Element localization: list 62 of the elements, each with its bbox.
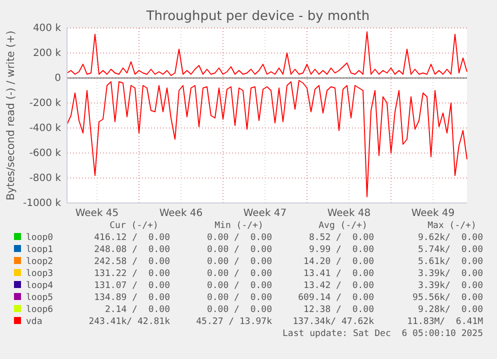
text: 137.34k/ 47.62k <box>292 317 375 327</box>
text: 9.28k/ 0.00 <box>418 305 483 315</box>
text: 13.42 / 0.00 <box>304 281 374 291</box>
text: 2.14 / 0.00 <box>104 305 170 315</box>
y-tick-label: -800 k <box>29 173 62 184</box>
text: Last update: Sat Dec 6 05:00:10 2025 <box>282 329 483 339</box>
y-tick-label: -600 k <box>29 148 62 160</box>
text: 0.00 / 0.00 <box>206 281 272 291</box>
legend-label: loop1 <box>26 245 54 255</box>
text: Max (-/+) <box>428 221 476 231</box>
text: 9.62k/ 0.00 <box>418 233 483 243</box>
text: 5.61k/ 0.00 <box>418 257 483 267</box>
text: 9.99 / 0.00 <box>308 245 374 255</box>
text: Min (-/+) <box>214 221 264 231</box>
text: 45.27 / 13.97k <box>196 317 273 327</box>
legend-label: vda <box>26 317 42 327</box>
text: 131.22 / 0.00 <box>94 269 170 279</box>
x-tick-label: Week 49 <box>411 208 455 220</box>
text: 609.14 / 0.00 <box>298 293 374 303</box>
y-tick-label: 400 k <box>32 23 62 34</box>
y-tick-label: -200 k <box>29 98 62 110</box>
chart-title: Throughput per device - by month <box>145 9 370 24</box>
line-series <box>66 31 468 76</box>
y-tick-label: 200 k <box>32 48 62 60</box>
text: 11.83M/ 6.41M <box>407 317 484 327</box>
text: 248.08 / 0.00 <box>94 245 170 255</box>
legend-label: loop3 <box>26 269 54 279</box>
x-tick-label: Week 45 <box>75 208 119 220</box>
text: 131.07 / 0.00 <box>94 281 170 291</box>
y-tick-label: -400 k <box>29 123 62 134</box>
text: 8.52 / 0.00 <box>308 233 374 243</box>
y-axis-title: Bytes/second read (-) / write (+) <box>5 30 17 200</box>
text: 0.00 / 0.00 <box>206 293 272 303</box>
y-tick-label: 0 <box>54 73 61 84</box>
text: 243.41k/ 42.81k <box>88 317 171 327</box>
line-series <box>66 80 468 198</box>
x-tick-label: Week 47 <box>243 208 287 220</box>
text: 0.00 / 0.00 <box>206 257 272 267</box>
text: 95.56k/ 0.00 <box>412 293 483 303</box>
text: 0.00 / 0.00 <box>206 305 272 315</box>
x-tick-label: Week 46 <box>159 208 203 220</box>
text: 0.00 / 0.00 <box>206 233 272 243</box>
legend-label: loop2 <box>26 257 54 267</box>
text: 12.38 / 0.00 <box>304 305 374 315</box>
text: Avg (-/+) <box>318 221 368 231</box>
text: 416.12 / 0.00 <box>94 233 170 243</box>
text: 242.58 / 0.00 <box>94 257 170 267</box>
text: 5.74k/ 0.00 <box>418 245 483 255</box>
y-tick-label: -1000 k <box>22 198 62 210</box>
text: 3.39k/ 0.00 <box>418 269 483 279</box>
legend-label: loop4 <box>26 281 54 291</box>
text: 14.20 / 0.00 <box>304 257 374 267</box>
legend-label: loop6 <box>26 305 54 315</box>
x-tick-label: Week 48 <box>327 208 371 220</box>
text: 13.41 / 0.00 <box>304 269 374 279</box>
text: Cur (-/+) <box>110 221 158 231</box>
legend-label: loop5 <box>26 293 54 303</box>
text: 0.00 / 0.00 <box>206 269 272 279</box>
text: 0.00 / 0.00 <box>206 245 272 255</box>
text: 3.39k/ 0.00 <box>418 281 483 291</box>
text: 134.89 / 0.00 <box>94 293 170 303</box>
legend-label: loop0 <box>26 233 54 243</box>
